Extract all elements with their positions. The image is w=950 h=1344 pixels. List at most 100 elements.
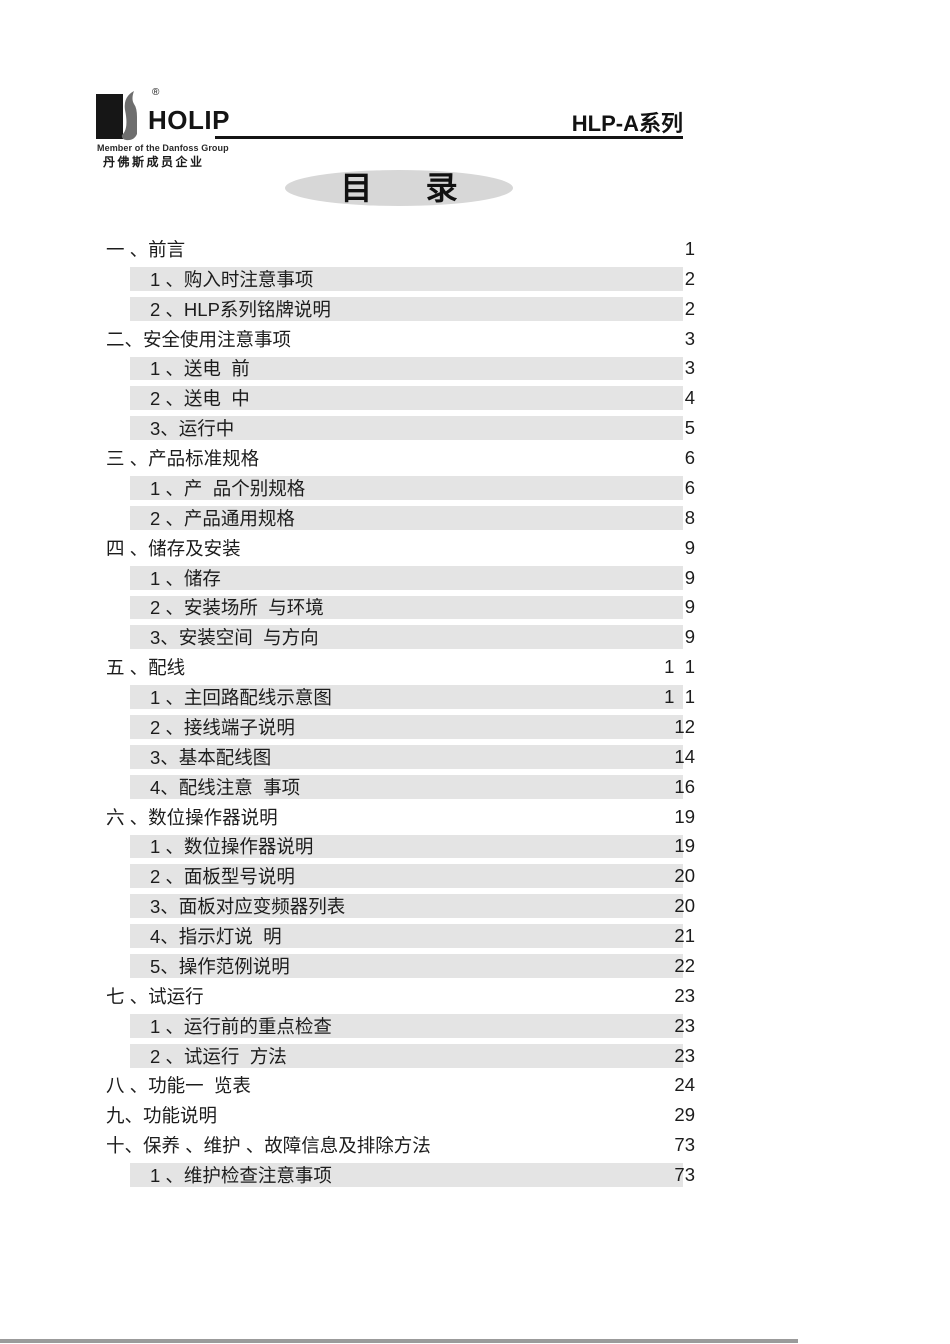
row-highlight-bar bbox=[130, 774, 683, 799]
toc-entry-label: 3、面板对应变频器列表 bbox=[150, 896, 346, 918]
toc-page-number: 20 bbox=[674, 865, 695, 887]
toc-row: 1 、储存 9 bbox=[0, 563, 950, 593]
toc-page-number: 4 bbox=[684, 387, 695, 409]
toc-row: 2 、HLP系列铭牌说明 2 bbox=[0, 294, 950, 324]
row-highlight-bar bbox=[130, 954, 683, 978]
toc-entry-label: 1 、购入时注意事项 bbox=[150, 268, 314, 290]
row-highlight-bar bbox=[130, 744, 683, 769]
toc-entry-label: 1 、维护检查注意事项 bbox=[150, 1165, 332, 1187]
toc-page-number: 19 bbox=[674, 805, 695, 827]
toc-entry-label: 4、指示灯说 明 bbox=[150, 926, 282, 948]
toc-page-number: 9 bbox=[684, 536, 695, 558]
toc-page-number: 9 bbox=[684, 626, 695, 648]
toc-entry-label: 3、基本配线图 bbox=[150, 746, 272, 768]
toc-entry-label: 2 、产品通用规格 bbox=[150, 507, 295, 529]
toc-page-number: 5 bbox=[684, 417, 695, 439]
toc-entry-label: 1 、储存 bbox=[150, 567, 221, 589]
toc-page-number: 1 1 bbox=[664, 686, 695, 708]
row-highlight-bar bbox=[130, 595, 683, 620]
toc-entry-label: 1 、数位操作器说明 bbox=[150, 836, 314, 858]
toc-entry-label: 2 、HLP系列铭牌说明 bbox=[150, 298, 331, 320]
toc-row: 2 、试运行 方法 23 bbox=[0, 1041, 950, 1071]
row-highlight-bar bbox=[130, 1013, 683, 1038]
toc-row: 1 、产 品个别规格 6 bbox=[0, 473, 950, 503]
row-highlight-bar bbox=[130, 565, 683, 590]
toc-entry-label: 六 、数位操作器说明 bbox=[106, 806, 278, 828]
toc-entry-label: 2 、接线端子说明 bbox=[150, 716, 295, 738]
toc-entry-label: 九、功能说明 bbox=[106, 1105, 218, 1127]
toc-page-number: 21 bbox=[674, 925, 695, 947]
holip-logo-mark-icon bbox=[96, 91, 137, 141]
toc-row: 2 、产品通用规格 8 bbox=[0, 503, 950, 533]
toc-entry-label: 2 、安装场所 与环境 bbox=[150, 597, 324, 619]
toc-page-number: 6 bbox=[684, 447, 695, 469]
toc-row: 1 、送电 前 3 bbox=[0, 354, 950, 384]
toc-row: 七 、试运行 23 bbox=[0, 981, 950, 1011]
toc-entry-label: 一 、前言 bbox=[106, 238, 186, 260]
toc-entry-label: 八 、功能一 览表 bbox=[106, 1075, 251, 1097]
toc-row: 3、基本配线图 14 bbox=[0, 742, 950, 772]
toc-title-text: 目 录 bbox=[340, 170, 458, 206]
toc-row: 二、安全使用注意事项 3 bbox=[0, 324, 950, 354]
toc-page-number: 3 bbox=[684, 357, 695, 379]
toc-page-number: 2 bbox=[684, 297, 695, 319]
toc-page-number: 3 bbox=[684, 327, 695, 349]
row-highlight-bar bbox=[130, 1043, 683, 1068]
toc-row: 三 、产品标准规格 6 bbox=[0, 443, 950, 473]
toc-row: 五 、配线 1 1 bbox=[0, 652, 950, 682]
toc-entry-label: 四 、储存及安装 bbox=[106, 537, 241, 559]
toc-page-number: 1 bbox=[684, 237, 695, 259]
toc-row: 1 、数位操作器说明 19 bbox=[0, 832, 950, 862]
toc-entry-label: 1 、运行前的重点检查 bbox=[150, 1015, 332, 1037]
row-highlight-bar bbox=[130, 894, 683, 919]
toc-page-number: 29 bbox=[674, 1104, 695, 1126]
toc-row: 2 、接线端子说明 12 bbox=[0, 712, 950, 742]
title-ellipse-background bbox=[285, 170, 513, 206]
toc-page-number: 6 bbox=[684, 476, 695, 498]
toc-page-number: 73 bbox=[674, 1164, 695, 1186]
toc-page-number: 1 1 bbox=[664, 656, 695, 678]
toc-row: 1 、运行前的重点检查 23 bbox=[0, 1011, 950, 1041]
toc-page-number: 23 bbox=[674, 1014, 695, 1036]
toc-page-number: 16 bbox=[674, 775, 695, 797]
row-highlight-bar bbox=[130, 715, 683, 739]
toc-entry-label: 2 、面板型号说明 bbox=[150, 866, 295, 888]
toc-row: 2 、送电 中 4 bbox=[0, 383, 950, 413]
toc-page-number: 2 bbox=[684, 267, 695, 289]
toc-row: 5、操作范例说明 22 bbox=[0, 951, 950, 981]
footer-bar bbox=[0, 1339, 798, 1343]
toc-entry-label: 1 、产 品个别规格 bbox=[150, 477, 306, 499]
table-of-contents: 一 、前言 1 1 、购入时注意事项 2 2 、HLP系列铭牌说明 2 二、安全… bbox=[0, 234, 950, 1190]
toc-row: 1 、主回路配线示意图 1 1 bbox=[0, 682, 950, 712]
toc-row: 2 、面板型号说明 20 bbox=[0, 861, 950, 891]
toc-entry-label: 三 、产品标准规格 bbox=[106, 448, 260, 470]
toc-page-number: 24 bbox=[674, 1074, 695, 1096]
row-highlight-bar bbox=[130, 476, 683, 500]
toc-page-number: 23 bbox=[674, 984, 695, 1006]
toc-entry-label: 3、运行中 bbox=[150, 418, 235, 440]
row-highlight-bar bbox=[130, 296, 683, 321]
row-highlight-bar bbox=[130, 685, 683, 709]
toc-entry-label: 5、操作范例说明 bbox=[150, 955, 290, 977]
holip-logo: HOLIP ® Member of the Danfoss Group 丹佛斯成… bbox=[96, 87, 229, 169]
row-highlight-bar bbox=[130, 924, 683, 948]
toc-row: 3、安装空间 与方向 9 bbox=[0, 622, 950, 652]
row-highlight-bar bbox=[130, 625, 683, 650]
toc-entry-label: 1 、主回路配线示意图 bbox=[150, 687, 332, 709]
brand-name: HOLIP bbox=[148, 105, 230, 135]
toc-row: 1 、购入时注意事项 2 bbox=[0, 264, 950, 294]
row-highlight-bar bbox=[130, 505, 683, 530]
toc-page-number: 73 bbox=[674, 1134, 695, 1156]
toc-row: 4、指示灯说 明 21 bbox=[0, 921, 950, 951]
toc-page-number: 9 bbox=[684, 596, 695, 618]
logo-subtitle-chinese: 丹佛斯成员企业 bbox=[103, 155, 205, 169]
toc-page-number: 9 bbox=[684, 566, 695, 588]
row-highlight-bar bbox=[130, 864, 683, 889]
toc-page-number: 12 bbox=[674, 715, 695, 737]
toc-page-number: 23 bbox=[674, 1044, 695, 1066]
logo-subtitle-english: Member of the Danfoss Group bbox=[97, 143, 229, 153]
toc-row: 四 、储存及安装 9 bbox=[0, 533, 950, 563]
toc-row: 1 、维护检查注意事项 73 bbox=[0, 1160, 950, 1190]
toc-page-number: 8 bbox=[684, 506, 695, 528]
toc-entry-label: 五 、配线 bbox=[106, 657, 186, 679]
